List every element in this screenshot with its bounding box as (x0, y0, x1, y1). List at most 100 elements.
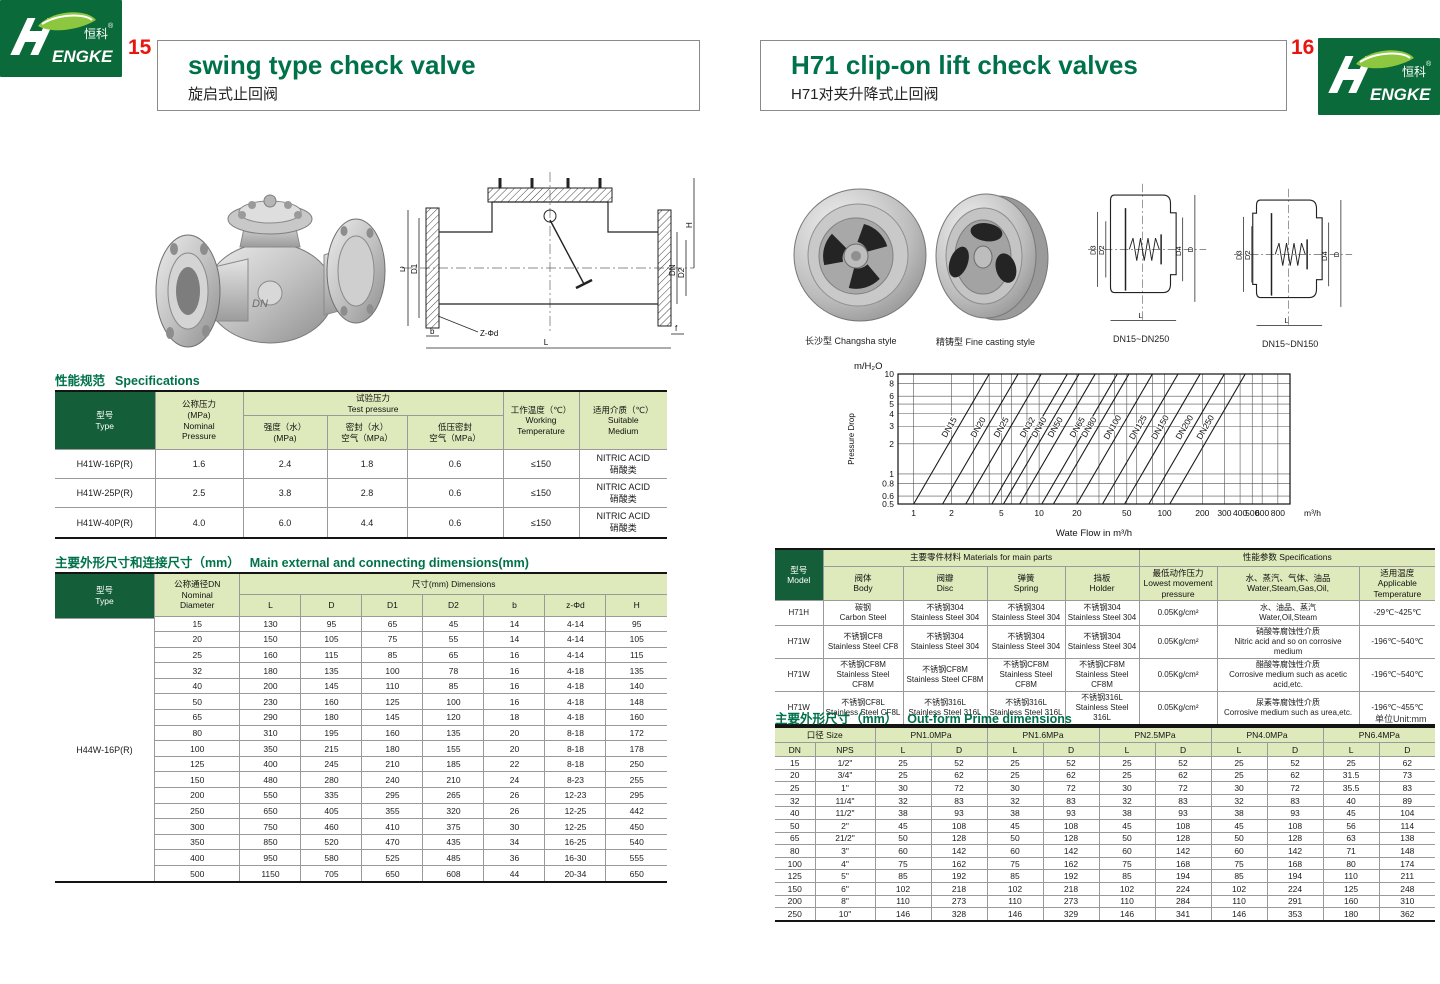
wafer-valve-photo-graphic (793, 188, 927, 322)
svg-text:2: 2 (949, 508, 954, 518)
dims-cell-dn: 125 (154, 755, 241, 773)
wafer-valve-drawing-graphic: D3 D2 D4 D L (1088, 183, 1207, 321)
dims-cell: 295 (361, 787, 424, 804)
of-cell: 85 (986, 869, 1044, 883)
dims-cell: 30 (483, 818, 546, 835)
dims-cell-dn: 20 (154, 631, 241, 648)
mat-header-body: 阀体 Body (823, 565, 904, 602)
svg-text:Wate Flow in m³/h: Wate Flow in m³/h (1056, 528, 1132, 539)
of-cell: 114 (1378, 818, 1436, 833)
svg-text:DN15: DN15 (939, 415, 959, 439)
of-cell: 25 (986, 756, 1044, 770)
of-cell: 75 (874, 856, 932, 871)
of-cell: 32 (1210, 793, 1268, 808)
of-cell: 45 (1210, 818, 1268, 833)
of-cell: 142 (930, 844, 988, 858)
of-cell-dn: 50 (775, 818, 816, 833)
of-sub-d4: D (1266, 742, 1324, 757)
of-cell: 174 (1378, 856, 1436, 871)
dim-label-H: H (685, 222, 694, 228)
of-cell: 162 (1042, 856, 1100, 871)
table-row: 200 550 335 295 265 26 12-23 295 (154, 787, 667, 804)
mat-cell-body: 不锈钢CF8M Stainless Steel CF8M (822, 658, 904, 693)
of-group-size: 口径 Size (775, 728, 876, 743)
dim-label-DN: DN (668, 264, 677, 276)
of-cell: 83 (1378, 781, 1436, 795)
svg-text:DN200: DN200 (1173, 413, 1195, 441)
of-cell-nps: 10" (814, 907, 876, 921)
swing-check-valve-drawing-graphic: D D1 DN D2 H L b f Z-Φd (398, 172, 695, 349)
dims-cell: 750 (239, 818, 302, 835)
table-row: H71H 碳钢 Carbon Steel 不锈钢304 Stainless St… (775, 600, 1436, 627)
dims-cell: 20 (483, 724, 546, 742)
dims-cell-dn: 50 (154, 693, 241, 711)
wafer-valve-drawing-dn250: D3 D2 D4 D L (1082, 180, 1214, 335)
spec-cell-type: H41W-25P(R) (55, 478, 156, 509)
table-row: 20 3/4" 25 62 25 62 25 62 25 62 31.5 73 (775, 768, 1436, 783)
of-cell: 125 (1322, 881, 1380, 896)
dim-label-D1: D1 (410, 263, 419, 274)
dims-cell: 26 (483, 802, 546, 820)
table-row: H41W-40P(R) 4.0 6.0 4.4 0.6 ≤150 NITRIC … (55, 507, 668, 537)
of-cell: 102 (986, 881, 1044, 896)
of-cell: 25 (1210, 768, 1268, 783)
mat-cell-spring: 不锈钢304 Stainless Steel 304 (986, 625, 1066, 660)
dims-cell: 105 (300, 631, 363, 648)
spec-table-body: H41W-16P(R) 1.6 2.4 1.8 0.6 ≤150 NITRIC … (55, 449, 668, 537)
of-cell: 93 (1266, 806, 1324, 820)
spec-header-lowseal: 低压密封 空气（MPa） (406, 415, 504, 451)
svg-text:10: 10 (1034, 508, 1044, 518)
of-sub-nps: NPS (814, 742, 876, 757)
dims-cell: 650 (239, 802, 302, 820)
page-title-left: swing type check valve (188, 50, 476, 80)
dims-cell: 172 (605, 724, 667, 742)
table-row: 32 180 135 100 78 16 4-18 135 (154, 662, 667, 679)
dims-cell-dn: 80 (154, 724, 241, 742)
of-cell: 52 (930, 756, 988, 770)
of-cell: 110 (1322, 869, 1380, 883)
of-cell: 102 (874, 881, 932, 896)
spec-cell: 2.8 (326, 478, 408, 509)
table-row: 25 160 115 85 65 16 4-14 115 (154, 646, 667, 664)
of-cell: 30 (1098, 781, 1156, 795)
dims-cell: 195 (300, 724, 363, 742)
hengke-logo-right: ENGKE 恒科 ® (1318, 38, 1440, 115)
of-cell-dn: 250 (775, 907, 816, 921)
mat-header-model: 型号 Model (775, 550, 824, 602)
of-cell: 110 (874, 894, 932, 909)
dims-table-wrap: 型号 Type H44W-16P(R) 公称通径DN Nominal Diame… (55, 572, 667, 884)
mat-cell-holder: 不锈钢304 Stainless Steel 304 (1064, 625, 1140, 660)
materials-table-body: H71H 碳钢 Carbon Steel 不锈钢304 Stainless St… (775, 600, 1436, 725)
logo-leaf-vein (41, 14, 93, 25)
of-cell: 25 (874, 756, 932, 770)
spec-title-en: Specifications (115, 374, 200, 388)
dims-cell: 435 (422, 833, 485, 851)
of-cell: 40 (1322, 793, 1380, 808)
of-sub-l5: L (1322, 742, 1380, 757)
of-cell: 218 (1042, 881, 1100, 896)
of-cell-dn: 65 (775, 831, 816, 846)
mat-header-group-materials: 主要零件材料 Materials for main parts (822, 550, 1140, 567)
of-cell-nps: 8" (814, 894, 876, 909)
caption-dn15-dn150: DN15~DN150 (1262, 339, 1319, 349)
hengke-logo-graphic: ENGKE 恒科 ® (10, 12, 114, 66)
dims-cell-dn: 500 (154, 865, 241, 882)
dims-table: 公称通径DN Nominal Diameter 尺寸(mm) Dimension… (154, 574, 667, 882)
of-cell: 25 (1098, 756, 1156, 770)
mat-header-disc: 阀瓣 Disc (902, 565, 988, 602)
title-box-left: swing type check valve 旋启式止回阀 (157, 40, 700, 111)
spec-cell: 4.0 (154, 507, 244, 537)
of-cell: 35.5 (1322, 781, 1380, 795)
dims-cell-dn: 250 (154, 802, 241, 820)
dims-cell: 442 (605, 802, 667, 820)
dims-cell: 135 (422, 724, 485, 742)
of-sub-dn: DN (775, 742, 816, 757)
dim-label-L: L (544, 338, 549, 347)
of-cell: 72 (1042, 781, 1100, 795)
dims-cell: 850 (239, 833, 302, 851)
table-row: H41W-25P(R) 2.5 3.8 2.8 0.6 ≤150 NITRIC … (55, 478, 668, 509)
dims-cell: 125 (361, 693, 424, 711)
logo-leaf-vein (1359, 52, 1411, 63)
dims-col-H: H (605, 593, 667, 617)
swing-check-valve-drawing: D D1 DN D2 H L b f Z-Φd (398, 168, 698, 375)
